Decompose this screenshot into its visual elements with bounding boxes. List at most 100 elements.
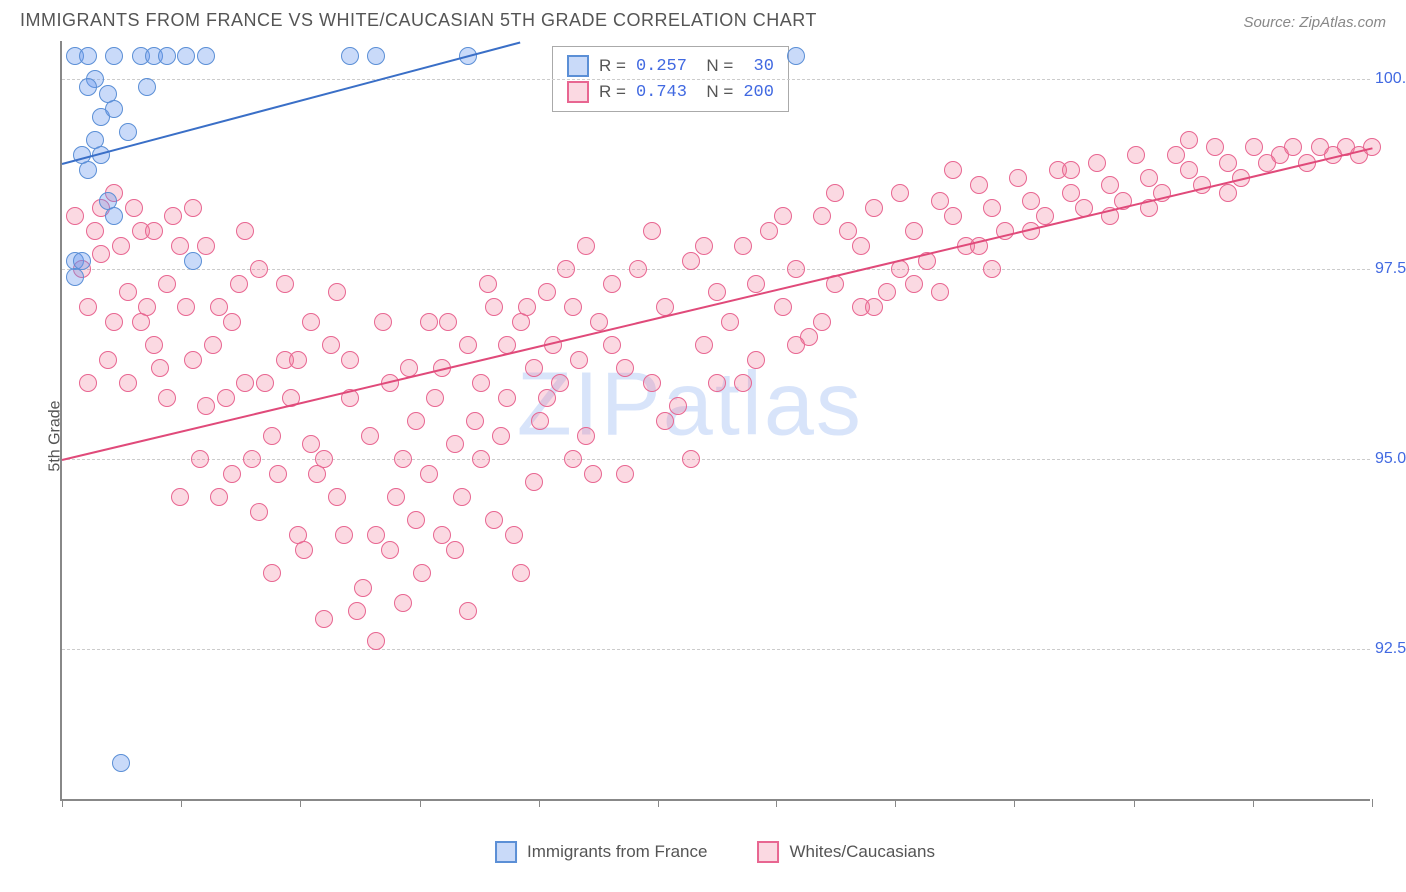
- data-point: [191, 450, 209, 468]
- data-point: [439, 313, 457, 331]
- data-point: [983, 199, 1001, 217]
- data-point: [367, 526, 385, 544]
- data-point: [708, 283, 726, 301]
- data-point: [328, 283, 346, 301]
- x-tick: [420, 799, 421, 807]
- data-point: [269, 465, 287, 483]
- data-point: [564, 298, 582, 316]
- data-point: [865, 298, 883, 316]
- data-point: [236, 222, 254, 240]
- data-point: [394, 450, 412, 468]
- data-point: [119, 374, 137, 392]
- data-point: [394, 594, 412, 612]
- data-point: [151, 359, 169, 377]
- data-point: [223, 313, 241, 331]
- data-point: [734, 237, 752, 255]
- data-point: [250, 503, 268, 521]
- data-point: [616, 465, 634, 483]
- legend-label-2: Whites/Caucasians: [789, 842, 935, 862]
- data-point: [328, 488, 346, 506]
- data-point: [407, 511, 425, 529]
- data-point: [367, 47, 385, 65]
- data-point: [105, 47, 123, 65]
- x-tick: [1014, 799, 1015, 807]
- data-point: [315, 610, 333, 628]
- data-point: [420, 313, 438, 331]
- data-point: [250, 260, 268, 278]
- data-point: [446, 435, 464, 453]
- swatch-series1: [567, 55, 589, 77]
- data-point: [852, 237, 870, 255]
- data-point: [79, 47, 97, 65]
- data-point: [905, 275, 923, 293]
- x-tick: [300, 799, 301, 807]
- data-point: [79, 374, 97, 392]
- data-point: [459, 336, 477, 354]
- data-point: [158, 47, 176, 65]
- data-point: [472, 450, 490, 468]
- data-point: [603, 336, 621, 354]
- data-point: [1219, 154, 1237, 172]
- stats-row-series2: R = 0.743 N = 200: [567, 79, 774, 105]
- data-point: [577, 237, 595, 255]
- data-point: [119, 123, 137, 141]
- data-point: [531, 412, 549, 430]
- data-point: [584, 465, 602, 483]
- data-point: [105, 100, 123, 118]
- data-point: [944, 161, 962, 179]
- chart-container: 5th Grade ZIPatlas R = 0.257 N = 30 R = …: [50, 41, 1380, 831]
- data-point: [479, 275, 497, 293]
- data-point: [453, 488, 471, 506]
- chart-title: IMMIGRANTS FROM FRANCE VS WHITE/CAUCASIA…: [20, 10, 817, 31]
- data-point: [472, 374, 490, 392]
- data-point: [570, 351, 588, 369]
- data-point: [682, 252, 700, 270]
- y-gridline: [62, 649, 1370, 650]
- data-point: [105, 207, 123, 225]
- data-point: [1206, 138, 1224, 156]
- x-tick: [1253, 799, 1254, 807]
- y-tick-label: 92.5%: [1375, 640, 1406, 658]
- data-point: [197, 47, 215, 65]
- y-gridline: [62, 79, 1370, 80]
- watermark: ZIPatlas: [517, 353, 863, 456]
- data-point: [839, 222, 857, 240]
- data-point: [538, 283, 556, 301]
- plot-area: ZIPatlas R = 0.257 N = 30 R = 0.743 N = …: [60, 41, 1370, 801]
- data-point: [813, 313, 831, 331]
- data-point: [426, 389, 444, 407]
- data-point: [276, 275, 294, 293]
- data-point: [367, 632, 385, 650]
- data-point: [295, 541, 313, 559]
- data-point: [138, 78, 156, 96]
- data-point: [1101, 176, 1119, 194]
- data-point: [931, 192, 949, 210]
- x-tick: [658, 799, 659, 807]
- data-point: [629, 260, 647, 278]
- data-point: [387, 488, 405, 506]
- data-point: [413, 564, 431, 582]
- data-point: [787, 260, 805, 278]
- data-point: [289, 351, 307, 369]
- data-point: [760, 222, 778, 240]
- data-point: [459, 602, 477, 620]
- data-point: [505, 526, 523, 544]
- data-point: [79, 298, 97, 316]
- data-point: [105, 313, 123, 331]
- data-point: [184, 351, 202, 369]
- data-point: [485, 511, 503, 529]
- legend-item-1: Immigrants from France: [495, 841, 707, 863]
- data-point: [577, 427, 595, 445]
- y-tick-label: 100.0%: [1375, 70, 1406, 88]
- legend-item-2: Whites/Caucasians: [757, 841, 935, 863]
- data-point: [557, 260, 575, 278]
- data-point: [1180, 131, 1198, 149]
- data-point: [158, 275, 176, 293]
- data-point: [564, 450, 582, 468]
- data-point: [125, 199, 143, 217]
- data-point: [184, 199, 202, 217]
- data-point: [210, 488, 228, 506]
- data-point: [734, 374, 752, 392]
- data-point: [1088, 154, 1106, 172]
- x-tick: [1134, 799, 1135, 807]
